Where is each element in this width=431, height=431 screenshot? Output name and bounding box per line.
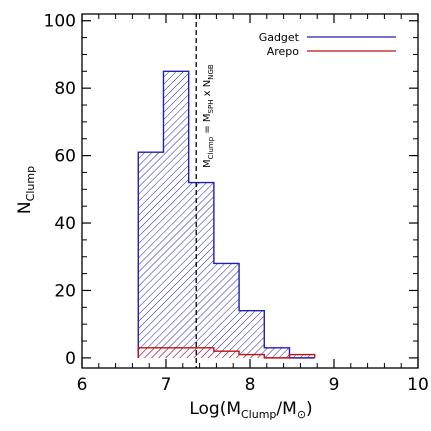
- x-tick-label: 6: [77, 375, 88, 395]
- bar-arepo-0: [138, 347, 164, 358]
- y-tick-label: 80: [54, 79, 76, 99]
- bar-gadget-3: [213, 263, 240, 358]
- x-tick-label: 9: [329, 375, 340, 395]
- legend-label-arepo: Arepo: [267, 45, 300, 58]
- y-axis-label: NClump: [15, 166, 37, 214]
- legend-label-gadget: Gadget: [259, 31, 300, 44]
- bar-gadget-5: [264, 347, 290, 358]
- x-axis-label-mid: /M: [276, 399, 296, 419]
- bar-arepo-6: [289, 354, 315, 358]
- x-tick-label: 8: [245, 375, 256, 395]
- histogram-outline-arepo: [137, 347, 316, 359]
- bar-arepo-3: [213, 351, 240, 358]
- bar-gadget-2: [188, 182, 214, 358]
- bar-gadget-1: [163, 71, 189, 358]
- y-tick-label: 40: [54, 214, 76, 234]
- y-axis-label-sub: Clump: [24, 166, 37, 201]
- threshold-annotation: MClump = MSPH x NNGB: [195, 14, 215, 368]
- x-axis-label: Log(MClump/M⊙): [189, 399, 312, 421]
- bars-layer: [137, 70, 316, 359]
- y-tick-label: 0: [65, 349, 76, 369]
- x-axis-label-end: ): [306, 399, 313, 419]
- x-tick-label: 7: [161, 375, 172, 395]
- bar-gadget-4: [239, 310, 265, 358]
- histogram-outline-gadget: [137, 70, 315, 359]
- bar-gadget-0: [138, 152, 164, 358]
- y-tick-label: 60: [54, 147, 76, 167]
- x-tick-label: 10: [407, 375, 429, 395]
- bar-arepo-4: [239, 354, 265, 358]
- legend: Gadget Arepo: [259, 31, 396, 58]
- bar-arepo-2: [188, 347, 214, 358]
- x-axis-label-sub: Clump: [241, 408, 276, 421]
- x-axis-label-sun-symbol: ⊙: [297, 408, 306, 421]
- y-axis-label-main: N: [15, 201, 35, 214]
- bar-arepo-1: [163, 347, 189, 358]
- y-tick-label: 20: [54, 281, 76, 301]
- threshold-label: MClump = MSPH x NNGB: [202, 64, 215, 168]
- x-axis-label-main: Log(M: [189, 399, 241, 419]
- y-tick-label: 100: [44, 12, 76, 32]
